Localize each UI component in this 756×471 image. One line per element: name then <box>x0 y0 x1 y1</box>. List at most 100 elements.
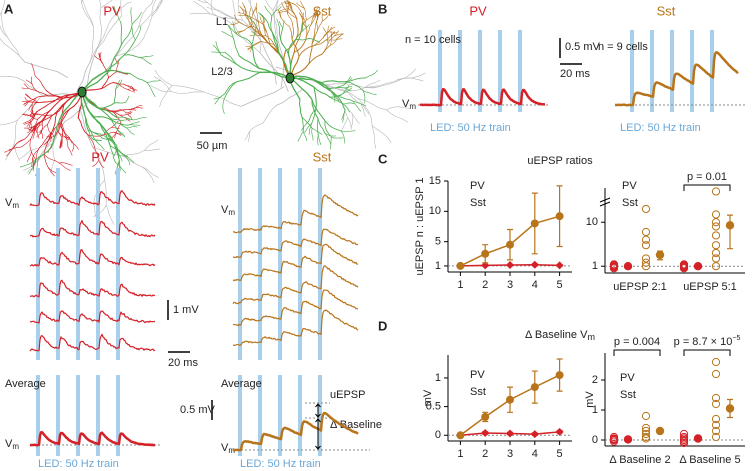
neurite <box>265 0 274 11</box>
neurite <box>27 128 35 131</box>
neurite <box>98 102 115 110</box>
neurite <box>22 114 30 117</box>
data-point <box>711 426 721 436</box>
led-pulse <box>56 375 60 456</box>
neurite <box>259 71 291 79</box>
neurite <box>0 25 8 38</box>
led-pulse <box>690 30 694 112</box>
vm-label: Vm <box>221 442 235 455</box>
neurite <box>32 156 34 168</box>
neurite <box>60 120 63 134</box>
neurite <box>0 38 26 63</box>
neurite <box>24 101 30 104</box>
neurite <box>252 41 262 46</box>
neurite <box>123 54 141 59</box>
neurite <box>327 35 335 44</box>
neurite <box>106 132 118 146</box>
data-point <box>641 204 651 214</box>
neurite <box>32 147 40 158</box>
neurite <box>71 143 75 152</box>
neurite <box>203 0 208 4</box>
neurite <box>19 150 31 160</box>
neurite <box>214 93 226 105</box>
neurite <box>115 79 123 90</box>
neurite <box>129 87 136 92</box>
neurite <box>34 113 43 116</box>
neurite <box>116 71 124 74</box>
trace <box>232 194 359 234</box>
mean-marker <box>725 404 735 413</box>
neurite <box>131 11 142 25</box>
neurite <box>123 39 136 56</box>
neurite <box>221 11 243 21</box>
neurite <box>328 27 333 33</box>
neurite <box>85 48 98 103</box>
neurite <box>5 144 15 161</box>
p-text: p = 0.004 <box>614 336 660 348</box>
neurite <box>23 83 29 89</box>
p-text: p = 8.7 × 10 <box>674 336 733 348</box>
neurite <box>127 114 133 120</box>
mean-marker <box>655 426 665 436</box>
data-point <box>679 437 689 446</box>
neurite <box>263 26 267 36</box>
x-tick-label: 1 <box>457 279 463 291</box>
neurite <box>128 108 136 110</box>
neurite <box>256 19 263 25</box>
neurite <box>144 148 161 152</box>
neurite <box>48 97 64 103</box>
neurite <box>22 119 31 124</box>
led-pulse <box>258 168 262 360</box>
neurite <box>21 87 29 89</box>
neurite <box>110 118 123 121</box>
neurite <box>289 77 313 101</box>
neurite <box>96 7 102 50</box>
layer-label: L2/3 <box>211 66 232 78</box>
neurite <box>330 136 332 150</box>
neurite <box>365 70 378 79</box>
data-point <box>641 429 651 439</box>
scale-label: 0.5 mV <box>180 404 216 416</box>
neuron <box>0 0 163 225</box>
neurite <box>144 139 159 151</box>
vm-sub: m <box>12 201 19 210</box>
neurite <box>37 152 44 163</box>
neurite <box>46 133 51 138</box>
mean-marker <box>725 221 735 230</box>
scale-label: 20 ms <box>168 357 198 369</box>
marker <box>555 212 564 221</box>
trace <box>232 243 359 282</box>
neurite <box>127 89 134 92</box>
neurite <box>333 94 336 103</box>
neurite <box>126 118 131 122</box>
legend-entry: PV <box>470 180 485 192</box>
neurite <box>60 120 65 133</box>
neurite <box>285 0 296 6</box>
neurite <box>234 14 240 23</box>
cell-title: Sst <box>657 3 676 18</box>
neurite <box>31 96 38 105</box>
neurite <box>357 98 373 127</box>
y-axis-label: uEPSP n : uEPSP 1 <box>414 177 426 275</box>
chart-title: Δ Baseline Vm <box>525 329 595 342</box>
neurite <box>101 82 114 90</box>
marker <box>555 261 564 270</box>
neurite <box>28 159 36 175</box>
vm-sub: m <box>228 208 235 217</box>
neurite <box>362 89 377 95</box>
neurite <box>127 87 133 90</box>
neurite <box>64 98 91 123</box>
neurite <box>298 45 315 57</box>
neurite <box>92 146 122 156</box>
neurite <box>308 37 319 42</box>
scale-label: 0.5 mV <box>565 41 601 53</box>
neurite <box>0 76 17 78</box>
background-layer <box>0 0 714 456</box>
y-tick-label: 1 <box>435 372 441 384</box>
data-point <box>641 227 651 237</box>
neurite <box>301 116 304 133</box>
led-pulse <box>318 375 322 456</box>
neurite <box>125 112 132 115</box>
vm: V <box>221 204 229 216</box>
neurite <box>207 2 235 19</box>
